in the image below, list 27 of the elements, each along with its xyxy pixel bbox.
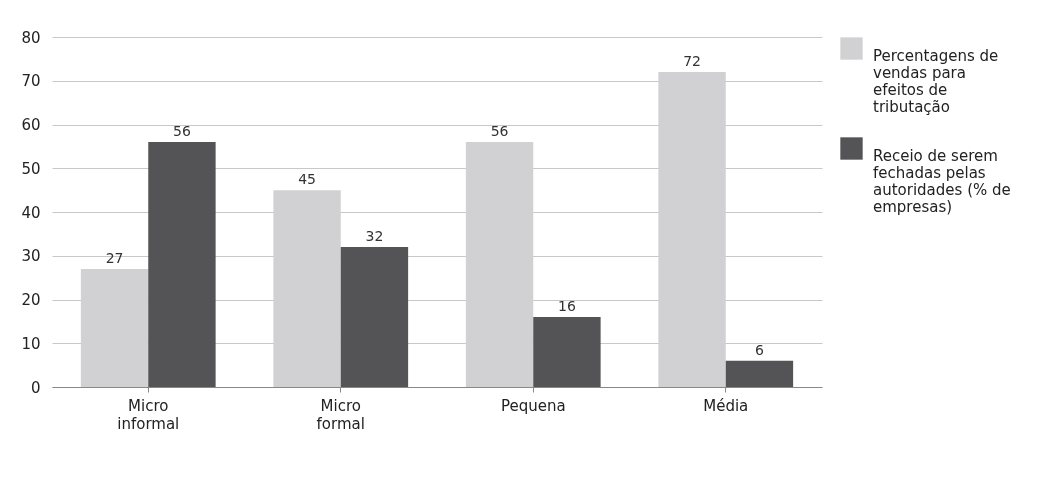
legend-label: Receio de serem fechadas pelas autoridades (% de empresas) — [873, 146, 1011, 216]
y-tick-label: 70 — [21, 72, 41, 91]
bar — [148, 142, 216, 387]
y-tick-label: 20 — [21, 291, 41, 309]
y-tick-label: 50 — [21, 159, 41, 178]
data-label: 27 — [105, 249, 124, 266]
bar — [725, 360, 794, 387]
data-label: 6 — [754, 341, 764, 358]
x-tick-label: Micro informal — [117, 396, 180, 433]
y-tick-label: 80 — [21, 28, 41, 47]
y-tick-label: 40 — [21, 203, 41, 222]
data-label: 32 — [365, 228, 384, 244]
data-label: 56 — [173, 123, 191, 139]
legend-label: Percentagens de vendas para efeitos de tributação — [873, 46, 999, 116]
y-tick-label: 10 — [21, 334, 41, 353]
x-tick-label: Média — [703, 396, 749, 415]
data-label: 16 — [558, 298, 576, 314]
data-label: 72 — [683, 53, 701, 69]
data-label: 56 — [490, 123, 509, 139]
x-tick-label: Pequena — [500, 396, 566, 415]
x-tick-label: Micro formal — [316, 396, 365, 433]
y-tick-label: 60 — [21, 116, 41, 134]
bar — [340, 247, 409, 387]
bar — [533, 317, 601, 387]
data-label: 45 — [298, 171, 316, 188]
y-tick-label: 0 — [30, 378, 41, 397]
y-tick-label: 30 — [21, 247, 41, 266]
